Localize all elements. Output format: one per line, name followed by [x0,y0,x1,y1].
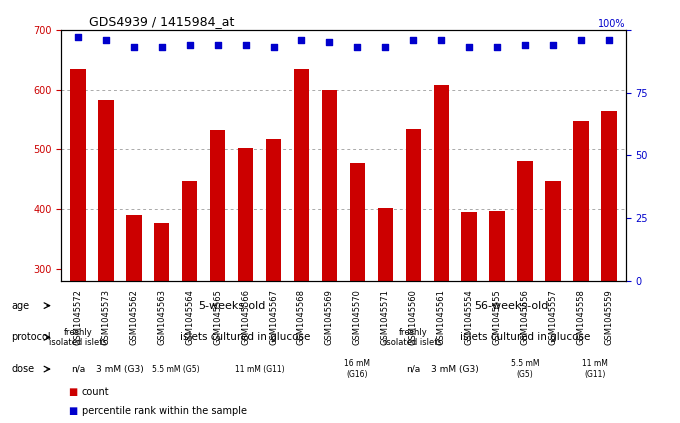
Point [324,39,335,46]
Point [464,44,475,51]
Point [73,34,84,41]
Point [547,41,558,48]
Text: ■: ■ [68,387,78,397]
Bar [405,129,421,281]
Bar [573,121,589,281]
Text: protocol: protocol [11,332,50,342]
Bar [322,90,337,281]
Text: n/a: n/a [71,365,85,374]
Text: islets cultured in glucose: islets cultured in glucose [180,332,311,342]
Text: 5-weeks-old: 5-weeks-old [198,301,265,310]
Text: 16 mM
(G16): 16 mM (G16) [344,360,371,379]
Bar [182,181,197,281]
Bar [462,212,477,281]
Point [603,36,614,43]
Text: freshly
isolated islets: freshly isolated islets [49,328,107,347]
Text: 11 mM (G11): 11 mM (G11) [235,365,284,374]
Text: count: count [82,387,109,397]
Point [129,44,139,51]
Bar [545,181,560,281]
Point [156,44,167,51]
Point [212,41,223,48]
Bar [98,100,114,281]
Bar [350,163,365,281]
Bar [517,161,532,281]
Text: 3 mM (G3): 3 mM (G3) [431,365,479,374]
Point [575,36,586,43]
Text: 5.5 mM
(G5): 5.5 mM (G5) [511,360,539,379]
Point [240,41,251,48]
Text: 56-weeks-old: 56-weeks-old [474,301,548,310]
Bar [70,69,86,281]
Point [268,44,279,51]
Text: n/a: n/a [406,365,420,374]
Point [436,36,447,43]
Text: percentile rank within the sample: percentile rank within the sample [82,406,247,416]
Point [408,36,419,43]
Bar [294,69,309,281]
Text: GDS4939 / 1415984_at: GDS4939 / 1415984_at [89,16,235,28]
Bar [126,215,141,281]
Point [184,41,195,48]
Text: 5.5 mM (G5): 5.5 mM (G5) [152,365,199,374]
Bar [238,148,253,281]
Text: ■: ■ [68,406,78,416]
Point [296,36,307,43]
Text: dose: dose [11,364,34,374]
Point [520,41,530,48]
Point [380,44,391,51]
Text: 100%: 100% [598,19,626,29]
Bar [490,211,505,281]
Bar [154,222,169,281]
Point [352,44,363,51]
Bar [266,139,282,281]
Text: freshly
isolated islets: freshly isolated islets [384,328,442,347]
Text: islets cultured in glucose: islets cultured in glucose [460,332,590,342]
Bar [601,110,617,281]
Bar [377,208,393,281]
Point [492,44,503,51]
Text: 3 mM (G3): 3 mM (G3) [96,365,143,374]
Text: age: age [11,301,29,310]
Point [101,36,112,43]
Bar [434,85,449,281]
Text: 11 mM
(G11): 11 mM (G11) [582,360,608,379]
Bar [210,130,225,281]
